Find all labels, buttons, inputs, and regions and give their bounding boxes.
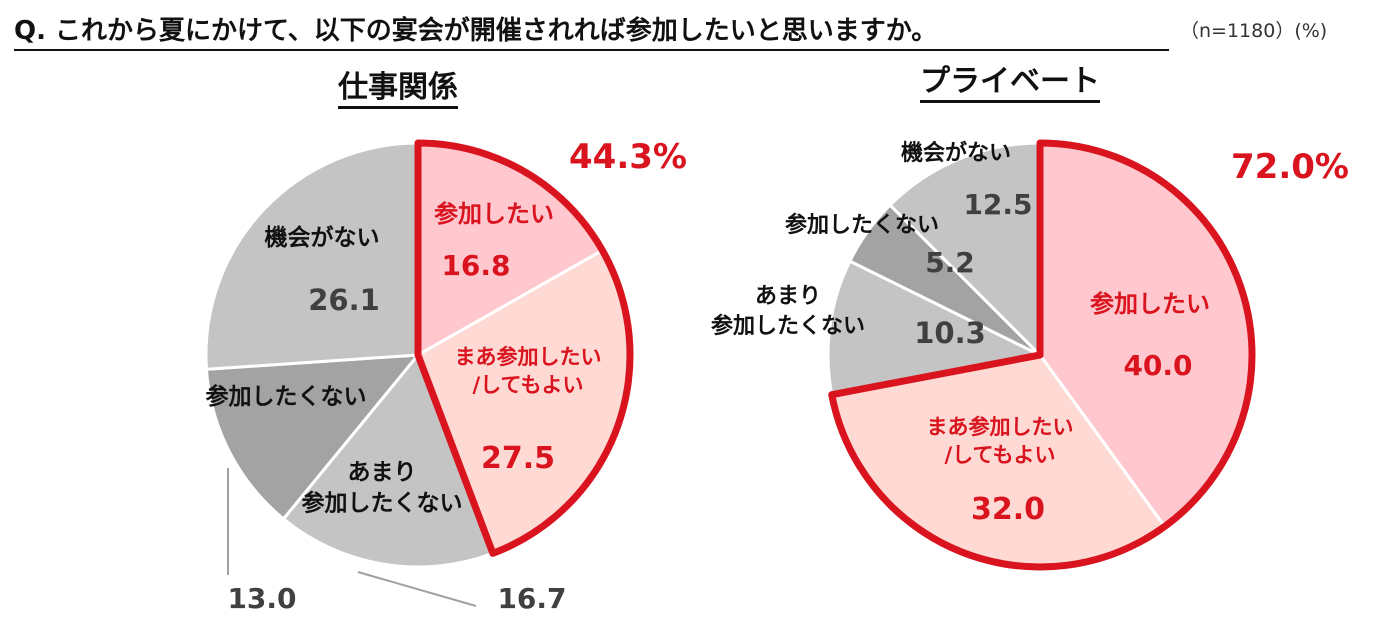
slice-label-1-0: 参加したい bbox=[1090, 290, 1210, 318]
highlight-outline-0 bbox=[414, 139, 634, 557]
highlight-outline-1 bbox=[828, 139, 1256, 571]
slice-value-0-3: 13.0 bbox=[227, 582, 296, 615]
pie-slice-0-3 bbox=[204, 353, 422, 521]
slice-value-1-0: 40.0 bbox=[1123, 349, 1192, 382]
slice-value-0-0: 16.8 bbox=[441, 249, 510, 282]
slice-value-1-4: 12.5 bbox=[963, 188, 1032, 221]
slice-label-1-4: 機会がない bbox=[901, 140, 1011, 166]
slice-label-1-3: 参加したくない bbox=[785, 212, 939, 238]
slice-value-0-4: 26.1 bbox=[308, 283, 380, 317]
slice-label-1-1: まあ参加したい/してもよい bbox=[927, 415, 1074, 467]
slice-label-1-2: あまり参加したくない bbox=[711, 284, 865, 339]
pie-slice-1-4 bbox=[887, 141, 1042, 359]
pie-slice-0-4 bbox=[204, 141, 420, 371]
slice-value-1-3: 5.2 bbox=[925, 246, 975, 279]
pie-slice-1-2 bbox=[826, 259, 1045, 397]
question-text: Q. これから夏にかけて、以下の宴会が開催されれば参加したいと思いますか。 bbox=[14, 10, 1169, 51]
slice-value-0-2: 16.7 bbox=[497, 582, 566, 615]
chart-title-private: プライベート bbox=[920, 56, 1100, 103]
slice-label-0-3: 参加したくない bbox=[206, 383, 367, 410]
slice-value-1-2: 10.3 bbox=[914, 316, 986, 350]
pie-slice-0-2 bbox=[281, 352, 495, 569]
slice-label-0-0: 参加したい bbox=[434, 200, 554, 228]
chart-title-work: 仕事関係 bbox=[338, 62, 458, 109]
highlight-total-1: 72.0% bbox=[1231, 147, 1349, 187]
slice-label-0-1: まあ参加したい/してもよい bbox=[455, 345, 602, 397]
leader-line-0-2 bbox=[357, 571, 477, 607]
slice-value-1-1: 32.0 bbox=[971, 492, 1045, 527]
slice-value-0-1: 27.5 bbox=[481, 441, 555, 476]
slice-label-0-2: あまり参加したくない bbox=[302, 460, 463, 517]
sample-size-label: （n=1180）(%) bbox=[1180, 20, 1328, 42]
slice-label-0-4: 機会がない bbox=[265, 224, 380, 251]
highlight-total-0: 44.3% bbox=[569, 137, 687, 177]
